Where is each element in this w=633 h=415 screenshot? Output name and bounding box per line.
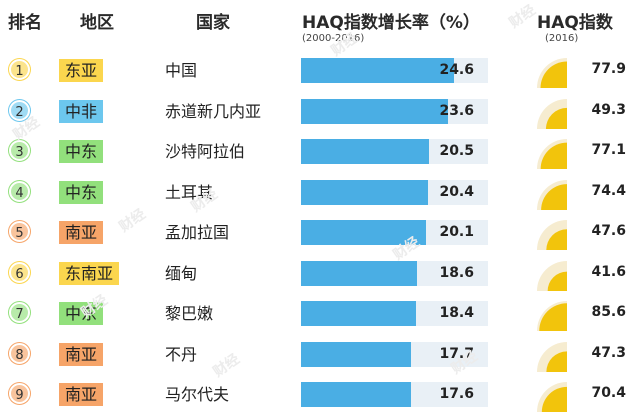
haq-gauge <box>537 341 567 372</box>
growth-bar <box>301 260 417 286</box>
haq-value: 85.6 <box>591 304 626 320</box>
growth-value: 17.7 <box>439 345 474 362</box>
table-row: 8 南亚 不丹 17.7 47.3 <box>0 334 633 375</box>
country-name: 中国 <box>165 61 198 80</box>
table-row: 4 中东 土耳其 20.4 74.4 <box>0 172 633 213</box>
growth-bar-track: 24.6 <box>301 58 488 83</box>
rank-badge: 4 <box>9 180 30 202</box>
growth-value: 20.5 <box>439 143 474 159</box>
rank-badge: 6 <box>9 261 30 283</box>
haq-gauge-fill <box>546 350 567 372</box>
header-growth: HAQ指数增长率（%） <box>302 13 480 33</box>
haq-gauge-fill <box>545 107 567 129</box>
haq-gauge-fill <box>540 61 567 88</box>
country-name: 赤道新几内亚 <box>165 101 262 121</box>
region-tag: 东南亚 <box>59 261 120 285</box>
haq-value: 41.6 <box>591 263 626 280</box>
country-name: 缅甸 <box>165 263 198 283</box>
haq-value: 77.1 <box>591 142 626 158</box>
haq-gauge-fill <box>546 229 567 250</box>
table-row: 2 中非 赤道新几内亚 23.6 49.3 <box>0 91 633 132</box>
table-row: 1 东亚 中国 24.6 77.9 <box>0 50 633 91</box>
growth-bar <box>301 301 416 326</box>
country-name: 不丹 <box>165 344 198 364</box>
growth-value: 23.6 <box>439 102 474 119</box>
haq-value: 47.6 <box>591 223 626 239</box>
growth-bar-track: 18.6 <box>301 260 488 286</box>
rank-badge: 2 <box>9 99 30 121</box>
country-name: 黎巴嫩 <box>165 304 214 323</box>
growth-bar <box>301 98 449 124</box>
rank-badge: 8 <box>9 342 30 364</box>
country-name: 土耳其 <box>165 182 214 202</box>
growth-bar <box>301 382 411 407</box>
header-region: 地区 <box>80 13 114 33</box>
region-tag: 中东 <box>59 180 104 204</box>
growth-value: 20.1 <box>439 224 474 240</box>
haq-gauge-fill <box>547 271 567 291</box>
rank-badge: 1 <box>9 59 30 80</box>
watermark: 财经 <box>506 2 539 32</box>
haq-gauge <box>537 260 567 291</box>
haq-gauge-fill <box>541 183 567 210</box>
haq-value: 49.3 <box>591 101 626 118</box>
growth-value: 18.6 <box>439 264 474 281</box>
haq-gauge <box>537 220 567 250</box>
growth-bar-track: 17.6 <box>301 382 488 407</box>
rank-badge: 9 <box>9 383 30 404</box>
region-tag: 东亚 <box>59 59 104 82</box>
rank-badge: 7 <box>9 302 30 323</box>
growth-bar <box>301 139 429 164</box>
header-country: 国家 <box>196 13 230 33</box>
growth-bar-track: 20.5 <box>301 139 488 164</box>
rank-badge: 3 <box>9 140 30 161</box>
haq-gauge <box>537 179 567 210</box>
growth-bar-track: 18.4 <box>301 301 488 326</box>
country-name: 马尔代夫 <box>165 385 230 404</box>
haq-gauge <box>537 382 567 412</box>
header-rank: 排名 <box>8 13 42 33</box>
growth-value: 18.4 <box>439 305 474 321</box>
growth-bar <box>301 179 429 205</box>
haq-gauge <box>537 98 567 129</box>
table-row: 6 东南亚 缅甸 18.6 41.6 <box>0 253 633 294</box>
header-haq: HAQ指数 <box>537 13 613 33</box>
region-tag: 南亚 <box>59 383 104 406</box>
header-growth-period: (2000-2016) <box>302 33 365 44</box>
country-name: 沙特阿拉伯 <box>165 142 246 161</box>
region-tag: 南亚 <box>59 221 104 244</box>
haq-value: 70.4 <box>591 385 626 401</box>
region-tag: 中非 <box>59 99 104 123</box>
growth-value: 17.6 <box>439 386 474 402</box>
growth-bar <box>301 58 455 83</box>
region-tag: 南亚 <box>59 342 104 366</box>
haq-gauge <box>537 58 567 88</box>
haq-value: 74.4 <box>591 182 626 199</box>
haq-gauge-fill <box>539 303 567 331</box>
growth-bar-track: 20.1 <box>301 220 488 245</box>
haq-value: 77.9 <box>591 61 626 77</box>
rank-badge: 5 <box>9 221 30 242</box>
country-name: 孟加拉国 <box>165 223 230 242</box>
table-row: 7 中东 黎巴嫩 18.4 85.6 <box>0 293 633 334</box>
table-row: 9 南亚 马尔代夫 17.6 70.4 <box>0 374 633 415</box>
growth-bar-track: 17.7 <box>301 341 488 367</box>
table-row: 3 中东 沙特阿拉伯 20.5 77.1 <box>0 131 633 172</box>
growth-bar-track: 20.4 <box>301 179 488 205</box>
growth-value: 24.6 <box>439 62 474 78</box>
haq-gauge <box>537 139 567 169</box>
haq-value: 47.3 <box>591 344 626 361</box>
growth-bar <box>301 341 412 367</box>
growth-bar-track: 23.6 <box>301 98 488 124</box>
header-haq-year: (2016) <box>545 33 579 44</box>
growth-value: 20.4 <box>439 183 474 200</box>
growth-bar <box>301 220 427 245</box>
haq-gauge-fill <box>541 386 567 412</box>
table-row: 5 南亚 孟加拉国 20.1 47.6 <box>0 212 633 253</box>
region-tag: 中东 <box>59 302 104 325</box>
haq-gauge <box>537 301 567 331</box>
region-tag: 中东 <box>59 140 104 163</box>
haq-gauge-fill <box>540 142 567 169</box>
